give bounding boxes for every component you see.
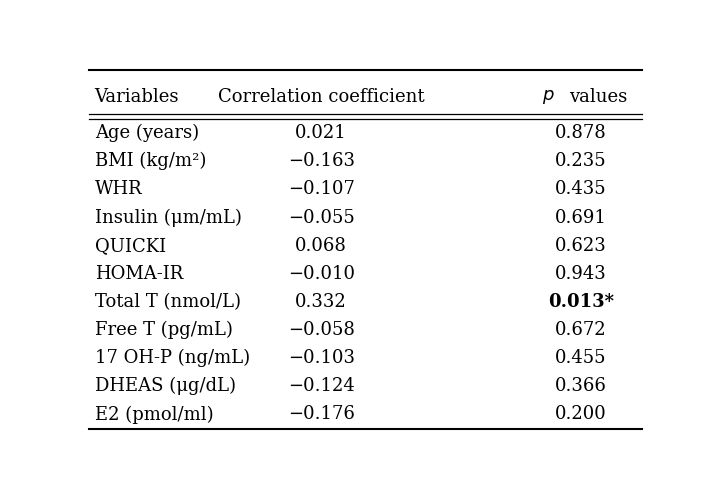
Text: 0.013*: 0.013* (548, 293, 614, 311)
Text: −0.107: −0.107 (288, 180, 354, 198)
Text: −0.010: −0.010 (288, 265, 354, 283)
Text: −0.103: −0.103 (288, 349, 354, 367)
Text: values: values (569, 88, 627, 105)
Text: −0.058: −0.058 (288, 321, 354, 339)
Text: DHEAS (μg/dL): DHEAS (μg/dL) (95, 377, 236, 395)
Text: 0.691: 0.691 (555, 209, 607, 226)
Text: HOMA-IR: HOMA-IR (95, 265, 183, 283)
Text: E2 (pmol/ml): E2 (pmol/ml) (95, 405, 213, 424)
Text: BMI (kg/m²): BMI (kg/m²) (95, 152, 206, 171)
Text: WHR: WHR (95, 180, 143, 198)
Text: 0.021: 0.021 (295, 124, 347, 142)
Text: 0.366: 0.366 (555, 377, 607, 395)
Text: Total T (nmol/L): Total T (nmol/L) (95, 293, 241, 311)
Text: −0.055: −0.055 (288, 209, 354, 226)
Text: 0.672: 0.672 (555, 321, 607, 339)
Text: $p$: $p$ (542, 88, 555, 105)
Text: QUICKI: QUICKI (95, 237, 166, 255)
Text: Free T (pg/mL): Free T (pg/mL) (95, 321, 232, 339)
Text: 17 OH-P (ng/mL): 17 OH-P (ng/mL) (95, 349, 250, 368)
Text: 0.435: 0.435 (555, 180, 607, 198)
Text: 0.068: 0.068 (295, 237, 347, 255)
Text: 0.878: 0.878 (555, 124, 607, 142)
Text: 0.943: 0.943 (555, 265, 607, 283)
Text: Age (years): Age (years) (95, 124, 199, 143)
Text: Correlation coefficient: Correlation coefficient (218, 88, 424, 105)
Text: 0.200: 0.200 (555, 406, 607, 423)
Text: 0.235: 0.235 (555, 152, 607, 171)
Text: Variables: Variables (95, 88, 179, 105)
Text: 0.332: 0.332 (295, 293, 347, 311)
Text: −0.163: −0.163 (288, 152, 354, 171)
Text: Insulin (μm/mL): Insulin (μm/mL) (95, 208, 242, 227)
Text: 0.455: 0.455 (555, 349, 607, 367)
Text: 0.623: 0.623 (555, 237, 607, 255)
Text: −0.124: −0.124 (288, 377, 354, 395)
Text: −0.176: −0.176 (288, 406, 354, 423)
